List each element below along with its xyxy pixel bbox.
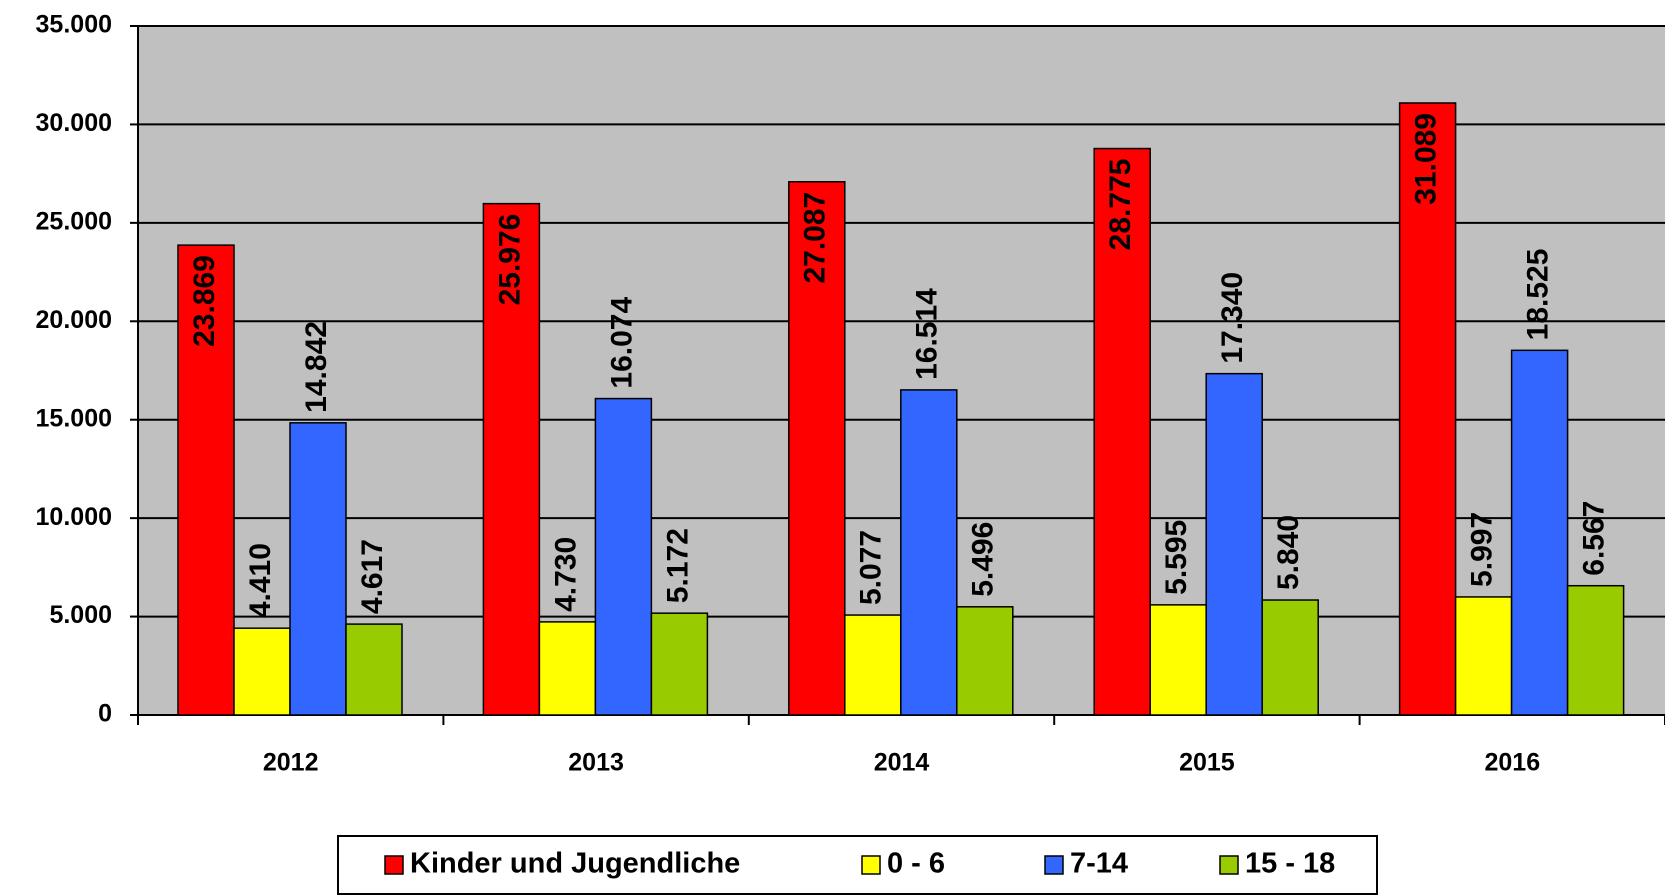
legend-swatch [861,855,881,875]
x-tick-label: 2016 [1484,749,1540,777]
bar [289,422,347,716]
x-tick-label: 2014 [874,749,930,777]
bar [1454,596,1513,716]
data-label: 16.514 [911,288,944,380]
y-tick-label: 20.000 [36,306,112,334]
x-tick-label: 2013 [568,749,624,777]
data-label: 5.496 [967,522,1000,597]
bar [345,623,403,716]
bar [1566,584,1625,716]
data-label: 17.340 [1216,272,1249,364]
bar [650,612,709,716]
data-label: 18.525 [1522,249,1555,341]
bar [233,627,291,716]
y-tick-label: 25.000 [36,207,112,235]
bar [1093,147,1151,716]
data-label: 5.997 [1466,512,1499,587]
data-label: 5.077 [855,530,888,605]
y-tick-label: 35.000 [36,11,112,39]
legend-swatch [1219,855,1239,875]
y-tick-label: 5.000 [49,601,112,629]
data-label: 16.074 [605,296,638,388]
data-label: 4.730 [549,537,582,612]
legend-label: Kinder und Jugendliche [410,848,740,880]
data-label: 5.840 [1272,515,1305,590]
bar [1398,102,1457,716]
data-label: 4.617 [356,539,389,614]
data-label: 28.775 [1104,159,1137,251]
legend-label: 0 - 6 [887,848,945,880]
data-label: 14.842 [300,321,333,413]
bar [1510,349,1569,716]
bar [1205,372,1263,716]
data-label: 27.087 [799,192,832,284]
bar [844,614,902,716]
bar [538,621,597,716]
bar [956,606,1014,716]
y-tick-label: 0 [98,700,112,728]
data-label: 4.410 [244,543,277,618]
data-label: 31.089 [1410,113,1443,205]
legend-swatch [1044,855,1064,875]
bar [177,244,235,716]
x-tick-label: 2012 [263,749,319,777]
legend-box [337,835,1378,895]
data-label: 5.172 [661,528,694,603]
bar [482,202,541,716]
y-tick-label: 30.000 [36,109,112,137]
data-label: 23.869 [188,255,221,347]
bar [1149,604,1207,716]
data-label: 5.595 [1160,520,1193,595]
legend-swatch [384,855,404,875]
bar [594,397,653,716]
legend-label: 7-14 [1070,848,1128,880]
data-label: 6.567 [1578,501,1611,576]
y-tick-label: 10.000 [36,503,112,531]
bar [900,389,958,716]
bar [788,181,846,716]
y-tick-label: 15.000 [36,404,112,432]
legend-label: 15 - 18 [1245,848,1335,880]
data-label: 25.976 [493,214,526,306]
x-tick-label: 2015 [1179,749,1235,777]
bar [1261,599,1319,716]
